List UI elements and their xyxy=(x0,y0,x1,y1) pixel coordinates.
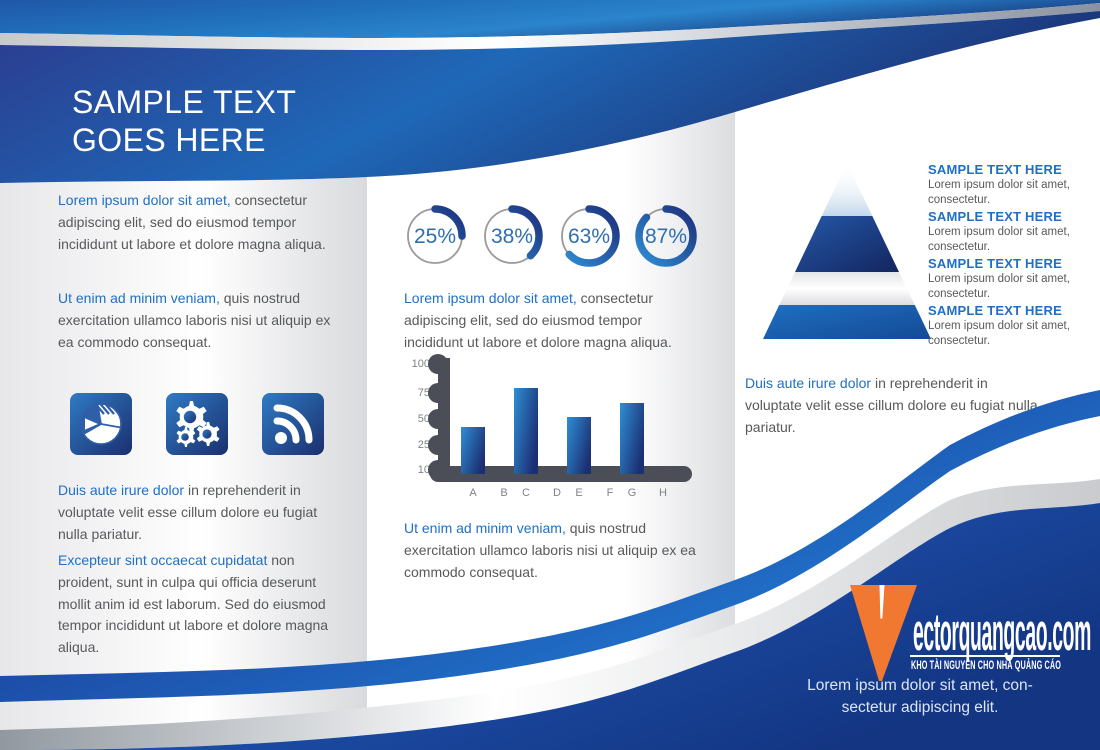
svg-text:ectorquangcao.com: ectorquangcao.com xyxy=(913,603,1091,662)
svg-text:KHO TÀI NGUYÊN CHO NHÀ QUẢNG C: KHO TÀI NGUYÊN CHO NHÀ QUẢNG CÁO xyxy=(911,659,1061,672)
